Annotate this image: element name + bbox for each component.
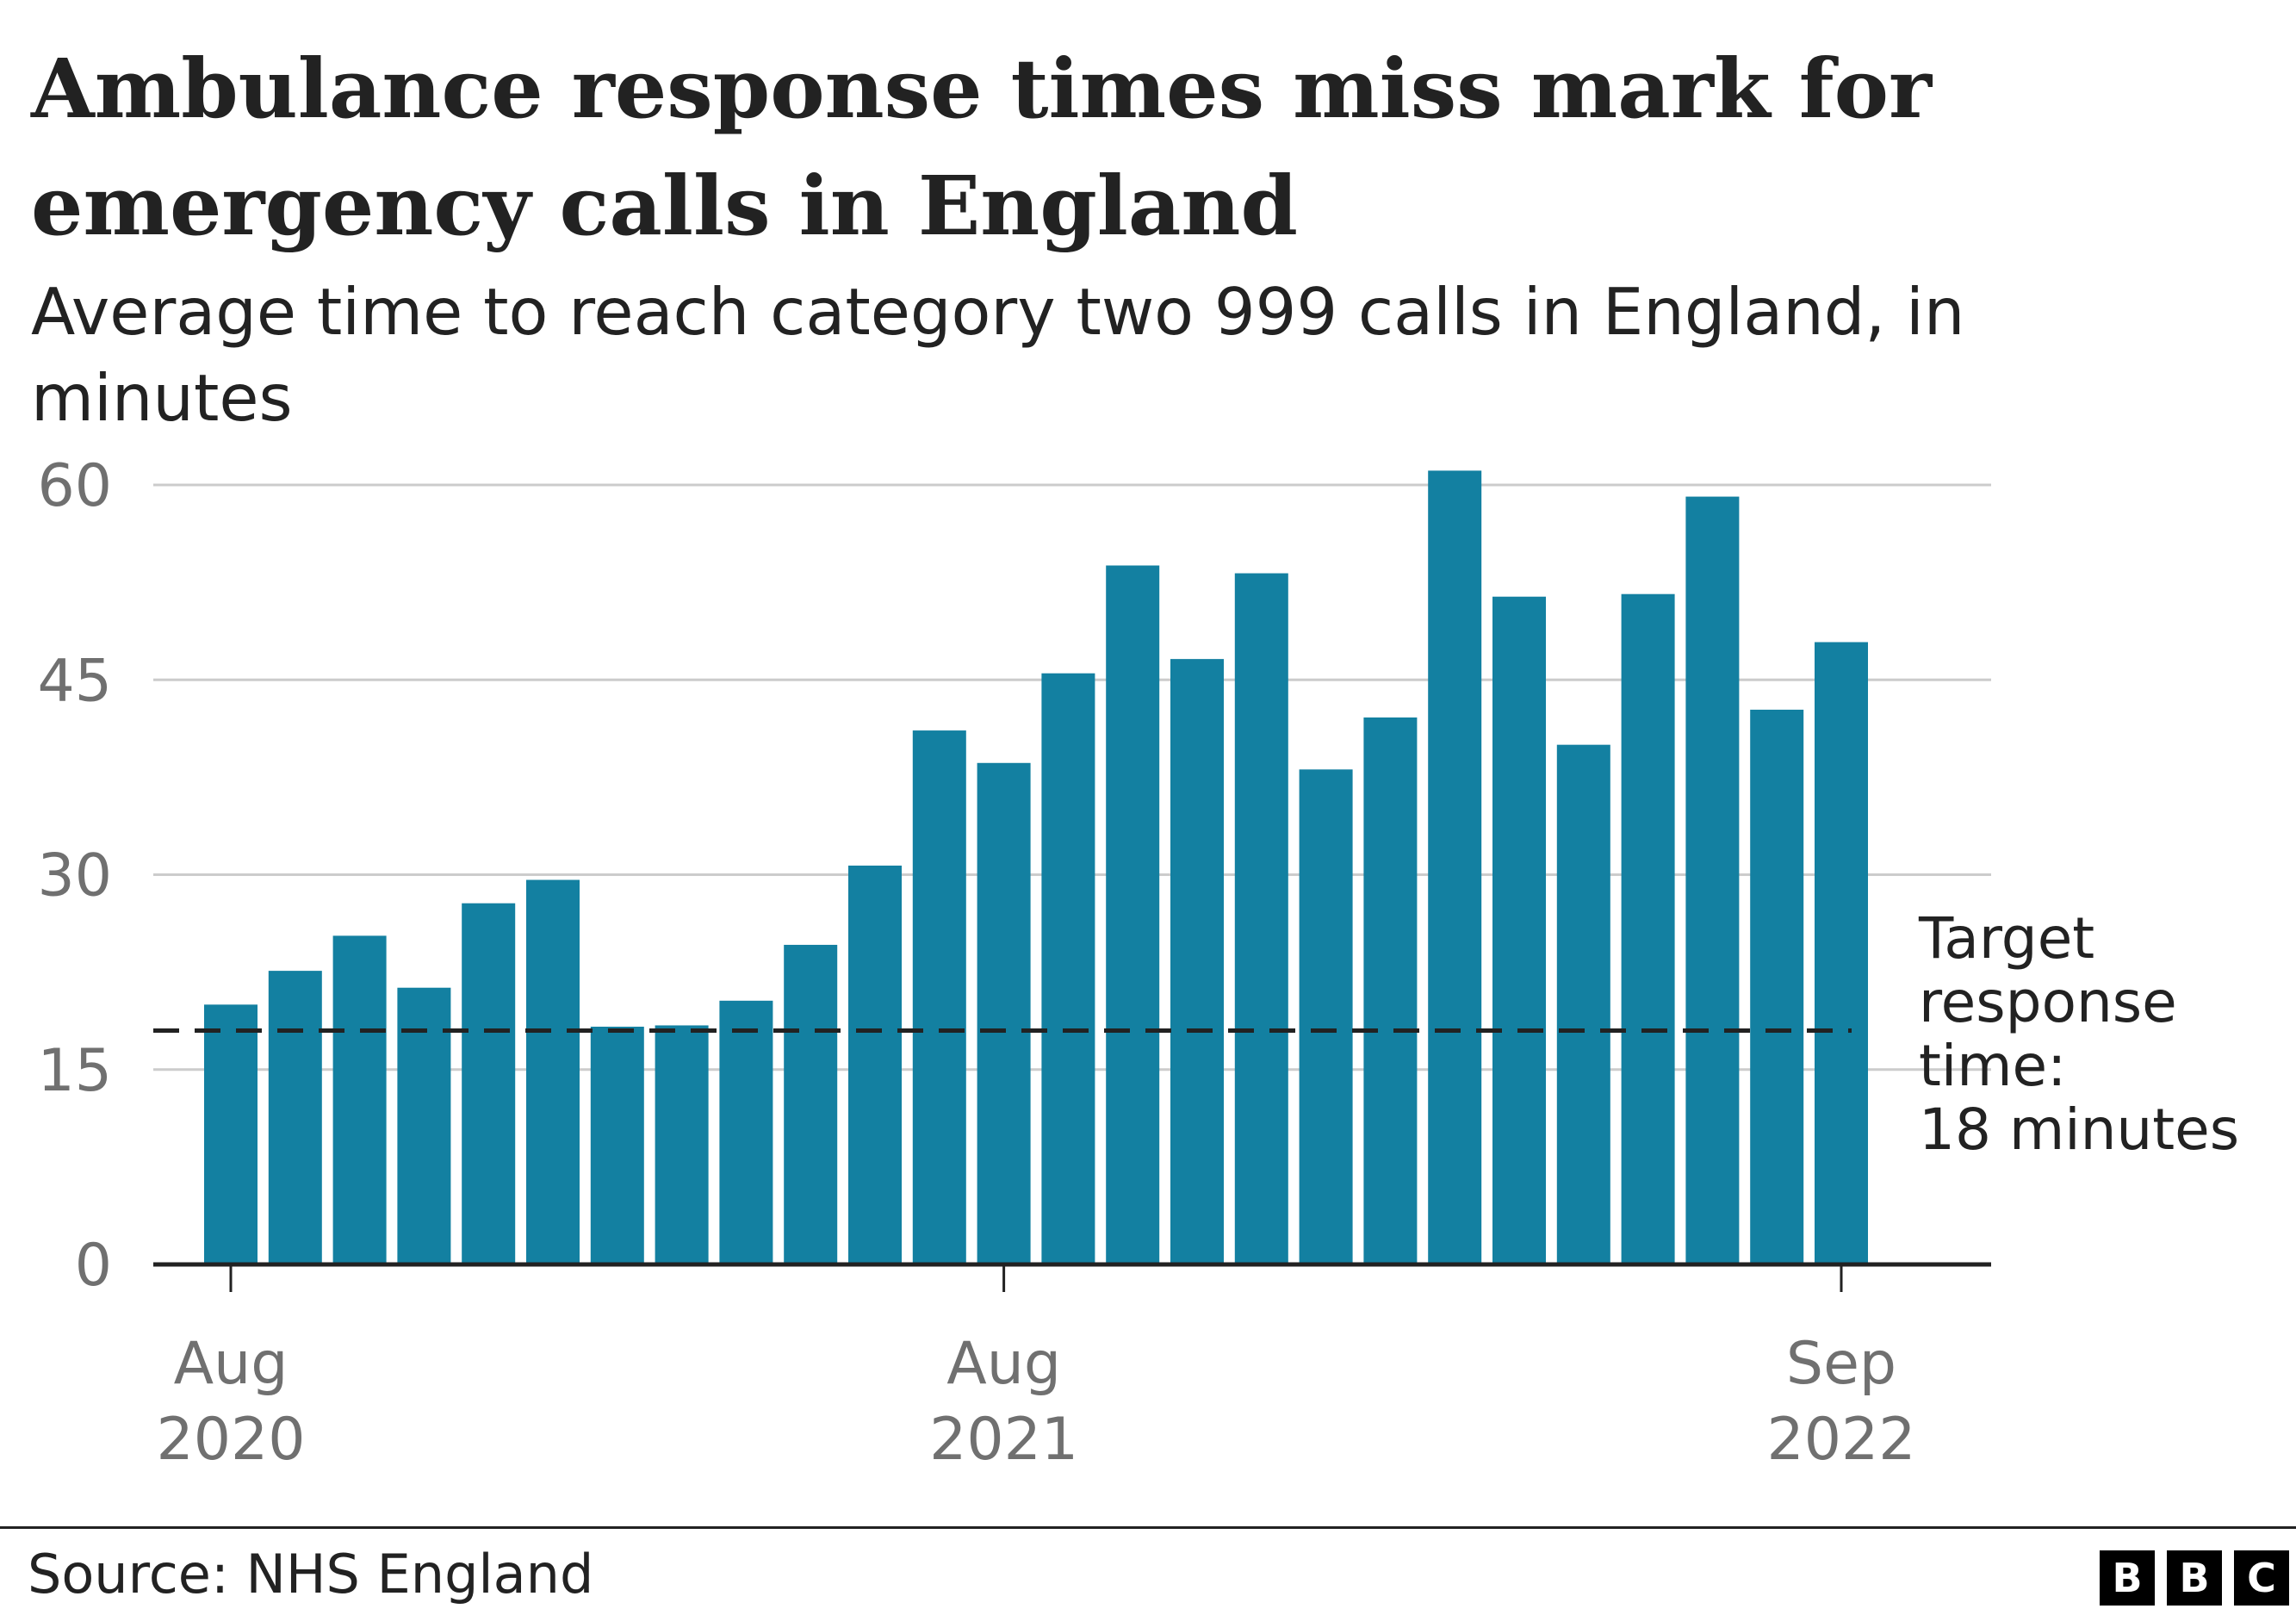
bars <box>204 470 1868 1264</box>
bar <box>1299 769 1353 1264</box>
source-text: Source: NHS England <box>28 1543 594 1606</box>
y-tick-label: 0 <box>75 1232 112 1300</box>
bar <box>1750 709 1804 1264</box>
bar <box>655 1025 709 1264</box>
bbc-logo: B B C <box>2100 1550 2289 1606</box>
bar-chart: 0 15 30 45 60 Aug 2020 Aug 2021 Sep 2022 Target re… <box>37 452 2239 1474</box>
bar <box>1556 744 1610 1264</box>
bar <box>526 879 580 1264</box>
target-line-group: Target response time: 18 minutes <box>153 905 2239 1163</box>
bar <box>268 971 322 1264</box>
bar <box>1621 593 1675 1264</box>
y-tick-label: 30 <box>37 842 112 910</box>
bar <box>912 730 966 1264</box>
target-line-label: Target response time: 18 minutes <box>1918 905 2239 1163</box>
x-axis: Aug 2020 Aug 2021 Sep 2022 <box>153 1262 1991 1474</box>
bar <box>1170 659 1224 1264</box>
bar <box>1685 496 1740 1264</box>
bar <box>204 1004 258 1264</box>
chart-title: Ambulance response times miss mark for e… <box>31 41 1933 254</box>
y-tick-label: 15 <box>37 1037 112 1105</box>
bar <box>1363 717 1418 1264</box>
bar <box>1492 596 1546 1264</box>
bar <box>1815 642 1868 1264</box>
y-tick-label: 45 <box>37 647 112 715</box>
bbc-logo-letter: B <box>2167 1550 2222 1606</box>
bar <box>590 1026 644 1264</box>
bar <box>1428 470 1482 1264</box>
x-tick-label: Aug 2021 <box>929 1330 1078 1474</box>
bar <box>397 987 451 1264</box>
bar <box>977 762 1031 1264</box>
bbc-logo-letter: C <box>2234 1550 2289 1606</box>
bar <box>1234 573 1288 1264</box>
footer-divider <box>0 1526 2296 1529</box>
bar <box>1041 673 1095 1264</box>
x-tick-label: Aug 2020 <box>156 1330 305 1474</box>
chart-subtitle: Average time to reach category two 999 c… <box>31 274 1965 436</box>
bar <box>462 903 516 1264</box>
y-tick-label: 60 <box>37 452 112 520</box>
x-tick-label: Sep 2022 <box>1766 1330 1915 1474</box>
bar <box>332 935 387 1264</box>
bar <box>719 1000 773 1264</box>
bbc-logo-letter: B <box>2100 1550 2155 1606</box>
bar <box>848 865 902 1264</box>
bar <box>784 944 838 1264</box>
y-axis-ticks: 0 15 30 45 60 <box>37 452 112 1300</box>
bar <box>1106 565 1160 1264</box>
